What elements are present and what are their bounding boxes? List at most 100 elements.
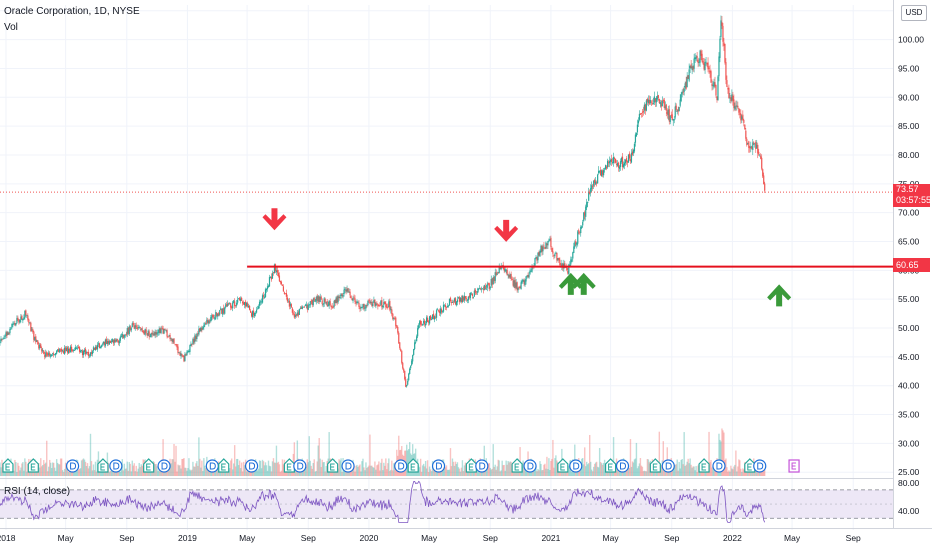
candle-body [667,110,669,116]
candle-body [382,305,384,308]
volume-bar [453,465,456,476]
candle-body [181,353,183,356]
volume-bar [245,471,248,476]
volume-bar [496,466,498,476]
currency-button[interactable]: USD [901,5,927,21]
candle-body [197,333,199,335]
candle-body [389,300,391,310]
volume-bar [491,468,493,476]
volume-bar [60,458,63,476]
volume-bar [690,464,692,476]
volume-bar [55,459,58,476]
candle-body [52,353,54,354]
candle-body [694,57,696,60]
volume-bar [45,462,47,476]
candle-body [349,291,351,296]
volume-bar [43,460,45,476]
candle-body [287,301,289,303]
candle-body [449,297,452,302]
candle-body [513,280,515,287]
candle-body [414,342,416,350]
volume-bar [180,468,182,476]
volume-bar [21,463,23,476]
volume-bar [271,461,274,476]
candle-body [32,329,34,332]
candle-body [572,252,574,259]
candle-body [234,301,236,307]
candle-body [209,319,211,321]
price-axis[interactable]: 25.0030.0035.0040.0045.0050.0055.0060.00… [898,35,924,517]
volume-bar [262,461,265,476]
volume-bar [90,461,93,476]
candle-body [613,157,616,160]
event-badges [2,458,800,473]
candle-body [205,323,207,324]
volume-bar [358,465,360,476]
earnings-glyph [146,463,151,471]
volume-bar [276,462,279,476]
candle-body [508,275,510,278]
volume-bar [62,471,65,476]
candle-body [433,316,436,320]
candle-body [127,327,129,334]
candle-body [595,181,597,185]
volume-bar [359,464,361,476]
candle-body [89,352,92,356]
volume-bar [228,469,230,476]
volume-bar [315,470,317,476]
candle-body [24,310,26,319]
time-axis[interactable]: 2018 May Sep 2019 May Sep 2020 May Sep 2021 May Sep… [0,533,861,543]
volume-bar [108,471,111,476]
candle-body [628,153,631,159]
volume-bar [296,440,299,476]
candle-body [216,312,218,317]
candle-body [44,354,46,358]
candle-body [751,146,753,150]
candle-body [310,300,312,302]
candle-body [580,227,582,234]
candle-body [402,362,404,369]
candle-body [587,201,589,203]
volume-bar [365,462,367,476]
candle-body [461,296,464,302]
candle-body [687,75,689,79]
candle-body [283,292,286,294]
volume-bar [641,466,644,476]
volume-bar [79,468,82,476]
dividend-glyph [757,462,764,470]
candle-body [744,124,746,130]
candle-body [747,142,749,144]
candle-body [59,349,61,353]
dividend-marker-icon [712,459,726,473]
volume-bar [602,462,605,476]
candle-body [83,349,86,352]
candle-body [333,301,335,307]
volume-bar [451,458,454,476]
candle-body [153,333,155,336]
volume-bar [216,470,218,476]
candle-body [224,307,226,314]
volume-bar [136,471,138,476]
candle-body [591,185,593,190]
volume-bar [179,465,181,476]
candle-body [447,305,450,307]
volume-bar [449,448,452,476]
price-tick-label: 80.00 [898,150,920,160]
volume-bar [606,471,609,476]
candle-body [425,323,427,326]
candle-body [736,105,738,108]
candle-body [8,332,10,334]
candle-body [99,346,102,349]
candle-body [703,63,705,70]
volume-bar [525,469,527,476]
candle-body [85,352,88,354]
candle-body [295,314,297,316]
volume-bar [193,466,195,476]
volume-bar [425,468,428,476]
volume-bar [122,470,125,476]
candle-body [608,161,611,164]
dividend-marker-icon [244,459,259,473]
volume-bar [44,463,46,476]
candle-body [102,341,105,344]
